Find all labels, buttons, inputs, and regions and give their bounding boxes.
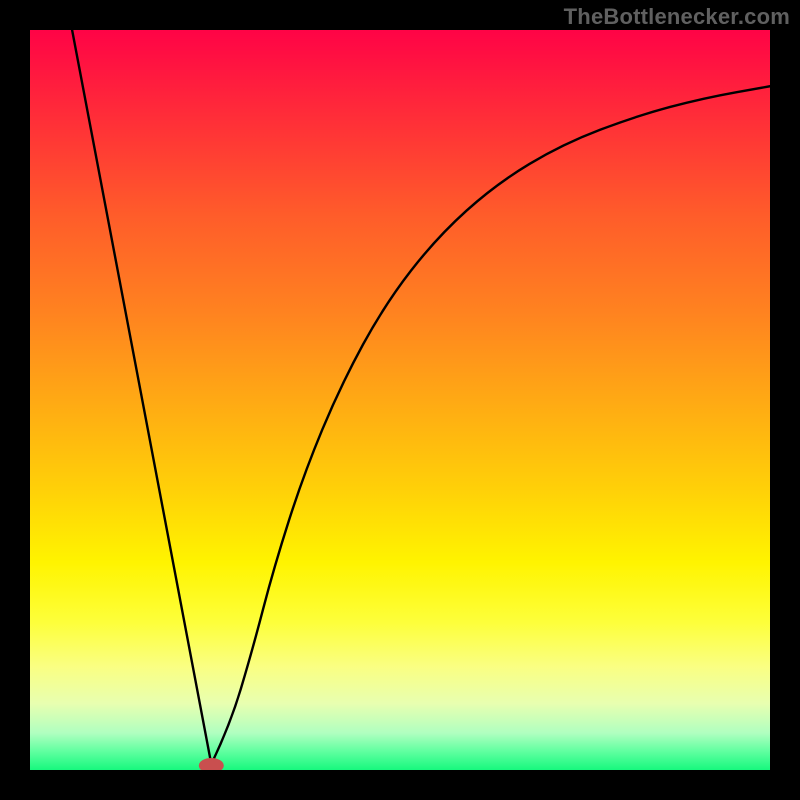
watermark-text: TheBottlenecker.com xyxy=(564,4,790,30)
chart-stage: TheBottlenecker.com xyxy=(0,0,800,800)
plot-background xyxy=(30,30,770,770)
bottleneck-chart xyxy=(0,0,800,800)
